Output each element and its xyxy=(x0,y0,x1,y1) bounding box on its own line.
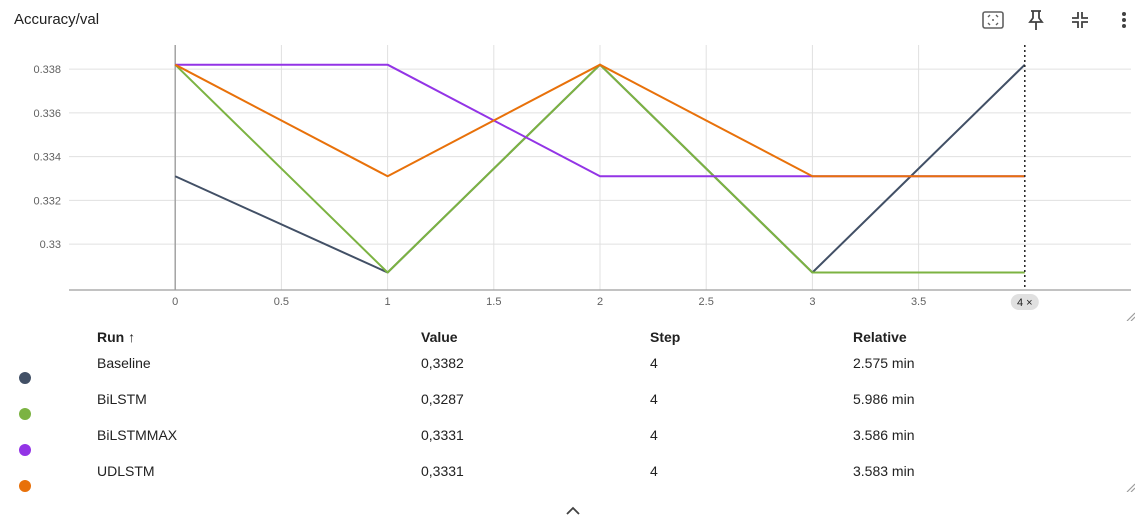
run-color-dot xyxy=(19,480,31,492)
series-lines xyxy=(174,63,1026,274)
resize-handle-icon[interactable] xyxy=(1125,311,1135,321)
run-step: 4 xyxy=(650,355,658,371)
table-row[interactable]: UDLSTM 0,3331 4 3.583 min xyxy=(0,463,1147,499)
resize-handle-icon[interactable] xyxy=(1125,482,1135,492)
run-name: BiLSTM xyxy=(97,391,147,407)
line-chart[interactable]: 0 0.5 1 1.5 2 2.5 3 3.5 0.338 0.336 0.334 0.332 0.33… xyxy=(0,0,1147,322)
chevron-up-icon[interactable] xyxy=(565,506,581,516)
run-color-dot xyxy=(19,444,31,456)
run-step: 4 xyxy=(650,463,658,479)
x-tick-label: 1.5 xyxy=(486,296,501,308)
collapse-icon[interactable] xyxy=(1067,8,1093,32)
series-line xyxy=(174,63,1025,178)
table-row[interactable]: BiLSTMMAX 0,3331 4 3.586 min xyxy=(0,427,1147,463)
y-tick-label: 0.338 xyxy=(33,64,61,76)
x-tick-label: 0.5 xyxy=(274,296,289,308)
axes xyxy=(69,45,1131,291)
run-name: Baseline xyxy=(97,355,151,371)
run-name: BiLSTMMAX xyxy=(97,427,178,443)
y-tick-label: 0.332 xyxy=(33,195,61,207)
header-step[interactable]: Step xyxy=(650,329,681,345)
grid xyxy=(69,45,1131,290)
run-value: 0,3287 xyxy=(421,391,464,407)
header-run[interactable]: Run ↑ xyxy=(97,329,136,345)
run-value: 0,3331 xyxy=(421,463,464,479)
run-value: 0,3331 xyxy=(421,427,464,443)
run-value: 0,3382 xyxy=(421,355,464,371)
x-tick-label: 2.5 xyxy=(699,296,714,308)
fit-to-data-icon[interactable] xyxy=(980,8,1006,32)
step-cursor[interactable]: 4 × xyxy=(1010,45,1039,310)
step-cursor-badge xyxy=(1010,294,1039,310)
run-relative: 3.583 min xyxy=(853,463,915,479)
x-tick-label: 0 xyxy=(172,296,178,308)
pin-icon[interactable] xyxy=(1023,8,1049,32)
y-tick-label: 0.334 xyxy=(33,152,61,164)
more-vert-icon[interactable] xyxy=(1111,8,1137,32)
run-color-dot xyxy=(19,372,31,384)
tick-labels: 0 0.5 1 1.5 2 2.5 3 3.5 0.338 0.336 0.334 0.332 0.33 xyxy=(33,64,926,308)
chart-title: Accuracy/val xyxy=(14,11,100,28)
table-row[interactable]: BiLSTM 0,3287 4 5.986 min xyxy=(0,391,1147,427)
x-tick-label: 1 xyxy=(385,296,391,308)
run-relative: 3.586 min xyxy=(853,427,915,443)
step-cursor-label: 4 × xyxy=(1017,297,1033,309)
run-step: 4 xyxy=(650,427,658,443)
run-name: UDLSTM xyxy=(97,463,155,479)
x-tick-label: 2 xyxy=(597,296,603,308)
x-tick-label: 3 xyxy=(809,296,815,308)
run-color-dot xyxy=(19,408,31,420)
run-relative: 2.575 min xyxy=(853,355,915,371)
y-tick-label: 0.33 xyxy=(40,239,61,251)
x-tick-label: 3.5 xyxy=(911,296,926,308)
run-step: 4 xyxy=(650,391,658,407)
header-relative[interactable]: Relative xyxy=(853,329,907,345)
run-relative: 5.986 min xyxy=(853,391,915,407)
y-tick-label: 0.336 xyxy=(33,108,61,120)
table-row[interactable]: Baseline 0,3382 4 2.575 min xyxy=(0,355,1147,391)
header-value[interactable]: Value xyxy=(421,329,458,345)
